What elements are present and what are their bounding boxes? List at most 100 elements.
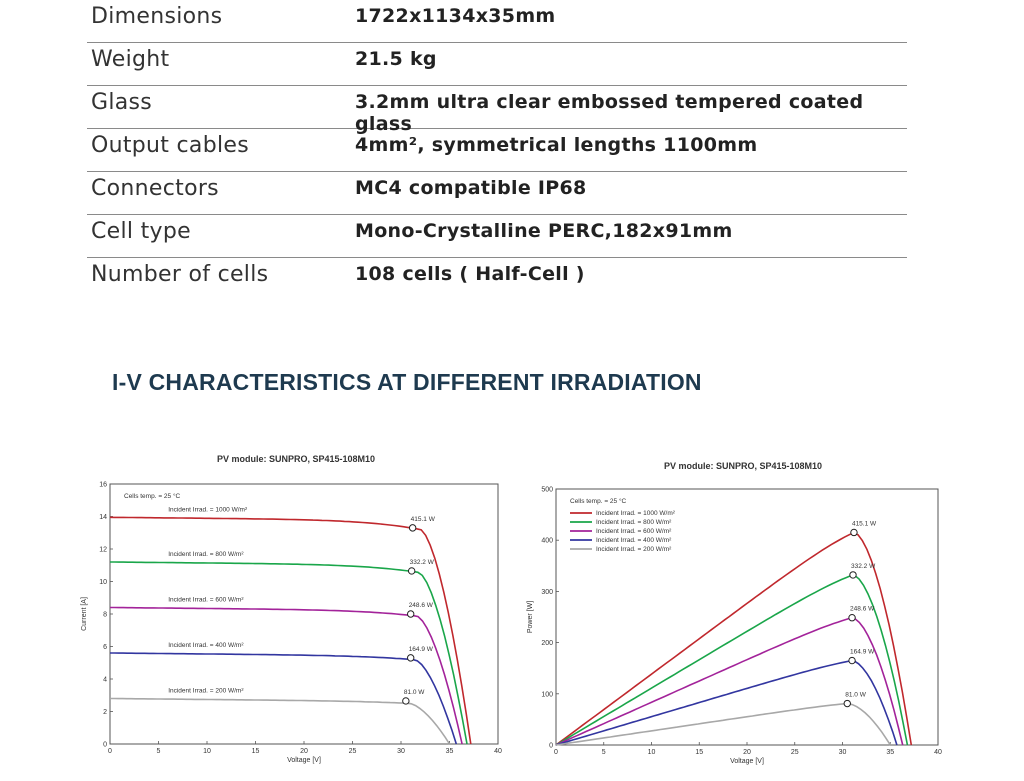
mpp-label: 248.6 W bbox=[850, 606, 875, 613]
legend-label: Incident Irrad. = 1000 W/m² bbox=[596, 510, 676, 517]
spec-label: Number of cells bbox=[91, 262, 269, 287]
y-tick-label: 14 bbox=[99, 514, 107, 521]
spec-label: Connectors bbox=[91, 176, 219, 201]
mpp-label: 164.9 W bbox=[409, 646, 434, 653]
series-label: Incident Irrad. = 1000 W/m² bbox=[168, 506, 248, 513]
legend-label: Incident Irrad. = 200 W/m² bbox=[596, 546, 672, 553]
y-tick-label: 100 bbox=[541, 691, 553, 698]
series-line bbox=[110, 652, 458, 745]
spec-row-connectors: Connectors MC4 compatible IP68 bbox=[87, 172, 907, 215]
series-label: Incident Irrad. = 800 W/m² bbox=[168, 551, 244, 558]
y-tick-label: 2 bbox=[103, 709, 107, 716]
x-tick-label: 5 bbox=[602, 749, 606, 756]
mpp-label: 332.2 W bbox=[410, 559, 435, 566]
mpp-label: 248.6 W bbox=[409, 602, 434, 609]
x-tick-label: 15 bbox=[695, 749, 703, 756]
spec-value: 108 cells ( Half-Cell ) bbox=[355, 263, 585, 285]
series-label: Incident Irrad. = 600 W/m² bbox=[168, 597, 244, 604]
spec-label: Weight bbox=[91, 47, 170, 72]
spec-row-output-cables: Output cables 4mm², symmetrical lengths … bbox=[87, 129, 907, 172]
mpp-label: 81.0 W bbox=[845, 692, 866, 699]
series-line bbox=[555, 617, 904, 746]
series-line bbox=[555, 660, 898, 746]
x-tick-label: 40 bbox=[494, 748, 502, 755]
y-tick-label: 0 bbox=[549, 743, 553, 750]
y-tick-label: 400 bbox=[541, 538, 553, 545]
mpp-label: 332.2 W bbox=[851, 563, 876, 570]
x-tick-label: 0 bbox=[554, 749, 558, 756]
spec-label: Glass bbox=[91, 90, 153, 115]
mpp-marker bbox=[843, 699, 851, 708]
x-tick-label: 10 bbox=[648, 749, 656, 756]
series-label: Incident Irrad. = 400 W/m² bbox=[168, 642, 244, 649]
x-tick-label: 35 bbox=[886, 749, 894, 756]
x-tick-label: 30 bbox=[397, 748, 405, 755]
spec-row-dimensions: Dimensions 1722x1134x35mm bbox=[87, 0, 907, 43]
spec-value: 4mm², symmetrical lengths 1100mm bbox=[355, 134, 758, 156]
spec-row-glass: Glass 3.2mm ultra clear embossed tempere… bbox=[87, 86, 907, 135]
mpp-marker bbox=[408, 524, 417, 532]
power-chart-svg: PV module: SUNPRO, SP415-108M10 0 5 10 15 20 2… bbox=[527, 461, 942, 765]
cells-temp-note: Cells temp. = 25 °C bbox=[570, 497, 627, 505]
legend-label: Incident Irrad. = 800 W/m² bbox=[596, 519, 672, 526]
y-tick-label: 4 bbox=[103, 677, 107, 684]
y-tick-label: 12 bbox=[99, 547, 107, 554]
spec-label: Dimensions bbox=[91, 4, 223, 29]
series-label: Incident Irrad. = 200 W/m² bbox=[168, 688, 244, 695]
spec-row-number-of-cells: Number of cells 108 cells ( Half-Cell ) bbox=[87, 258, 907, 300]
y-tick-label: 6 bbox=[103, 644, 107, 651]
series-line bbox=[555, 574, 909, 746]
y-tick-label: 300 bbox=[541, 589, 553, 596]
mpp-marker bbox=[407, 654, 415, 662]
chart-title: PV module: SUNPRO, SP415-108M10 bbox=[664, 461, 822, 471]
mpp-marker bbox=[848, 656, 856, 665]
mpp-marker bbox=[849, 571, 857, 579]
spec-table: Dimensions 1722x1134x35mm Weight 21.5 kg… bbox=[87, 0, 907, 300]
series-line bbox=[555, 702, 891, 746]
spec-label: Cell type bbox=[91, 219, 191, 244]
mpp-marker bbox=[402, 697, 410, 705]
spec-row-weight: Weight 21.5 kg bbox=[87, 43, 907, 86]
y-tick-label: 500 bbox=[541, 487, 553, 494]
y-tick-label: 200 bbox=[541, 640, 553, 647]
spec-value: Mono-Crystalline PERC,182x91mm bbox=[355, 220, 733, 242]
series-line bbox=[110, 561, 468, 745]
legend-label: Incident Irrad. = 400 W/m² bbox=[596, 537, 672, 544]
mpp-marker bbox=[848, 614, 856, 622]
legend-label: Incident Irrad. = 600 W/m² bbox=[596, 528, 672, 535]
y-tick-label: 16 bbox=[99, 482, 107, 489]
x-tick-label: 25 bbox=[349, 748, 357, 755]
x-tick-label: 35 bbox=[446, 748, 454, 755]
mpp-marker bbox=[407, 567, 416, 575]
plot-frame bbox=[109, 483, 499, 745]
x-tick-label: 15 bbox=[252, 748, 260, 755]
x-tick-label: 20 bbox=[300, 748, 308, 755]
series-line bbox=[110, 606, 463, 745]
mpp-label: 415.1 W bbox=[411, 516, 436, 523]
mpp-label: 164.9 W bbox=[850, 649, 875, 656]
mpp-label: 81.0 W bbox=[404, 689, 425, 696]
x-axis-label: Voltage [V] bbox=[730, 758, 764, 765]
series-line bbox=[110, 697, 451, 745]
series-line bbox=[109, 516, 472, 745]
y-tick-label: 10 bbox=[99, 579, 107, 586]
spec-row-cell-type: Cell type Mono-Crystalline PERC,182x91mm bbox=[87, 215, 907, 258]
chart-title: PV module: SUNPRO, SP415-108M10 bbox=[217, 454, 375, 464]
spec-value: 21.5 kg bbox=[355, 48, 437, 70]
y-axis-label: Current [A] bbox=[81, 597, 88, 631]
mpp-marker bbox=[850, 528, 858, 537]
x-tick-label: 10 bbox=[203, 748, 211, 755]
y-axis-label: Power [W] bbox=[527, 601, 534, 633]
iv-chart: PV module: SUNPRO, SP415-108M10 0 5 10 15 20 2… bbox=[68, 448, 508, 776]
mpp-label: 415.1 W bbox=[852, 520, 877, 527]
x-tick-label: 40 bbox=[934, 749, 942, 756]
x-tick-label: 25 bbox=[791, 749, 799, 756]
section-title: I-V CHARACTERISTICS AT DIFFERENT IRRADIA… bbox=[112, 369, 702, 395]
spec-value: 1722x1134x35mm bbox=[355, 5, 556, 27]
spec-value: MC4 compatible IP68 bbox=[355, 177, 587, 199]
mpp-marker bbox=[407, 610, 415, 618]
spec-value: 3.2mm ultra clear embossed tempered coat… bbox=[355, 91, 864, 135]
x-tick-label: 5 bbox=[157, 748, 161, 755]
y-tick-label: 8 bbox=[103, 612, 107, 619]
cells-temp-note: Cells temp. = 25 °C bbox=[124, 492, 181, 500]
